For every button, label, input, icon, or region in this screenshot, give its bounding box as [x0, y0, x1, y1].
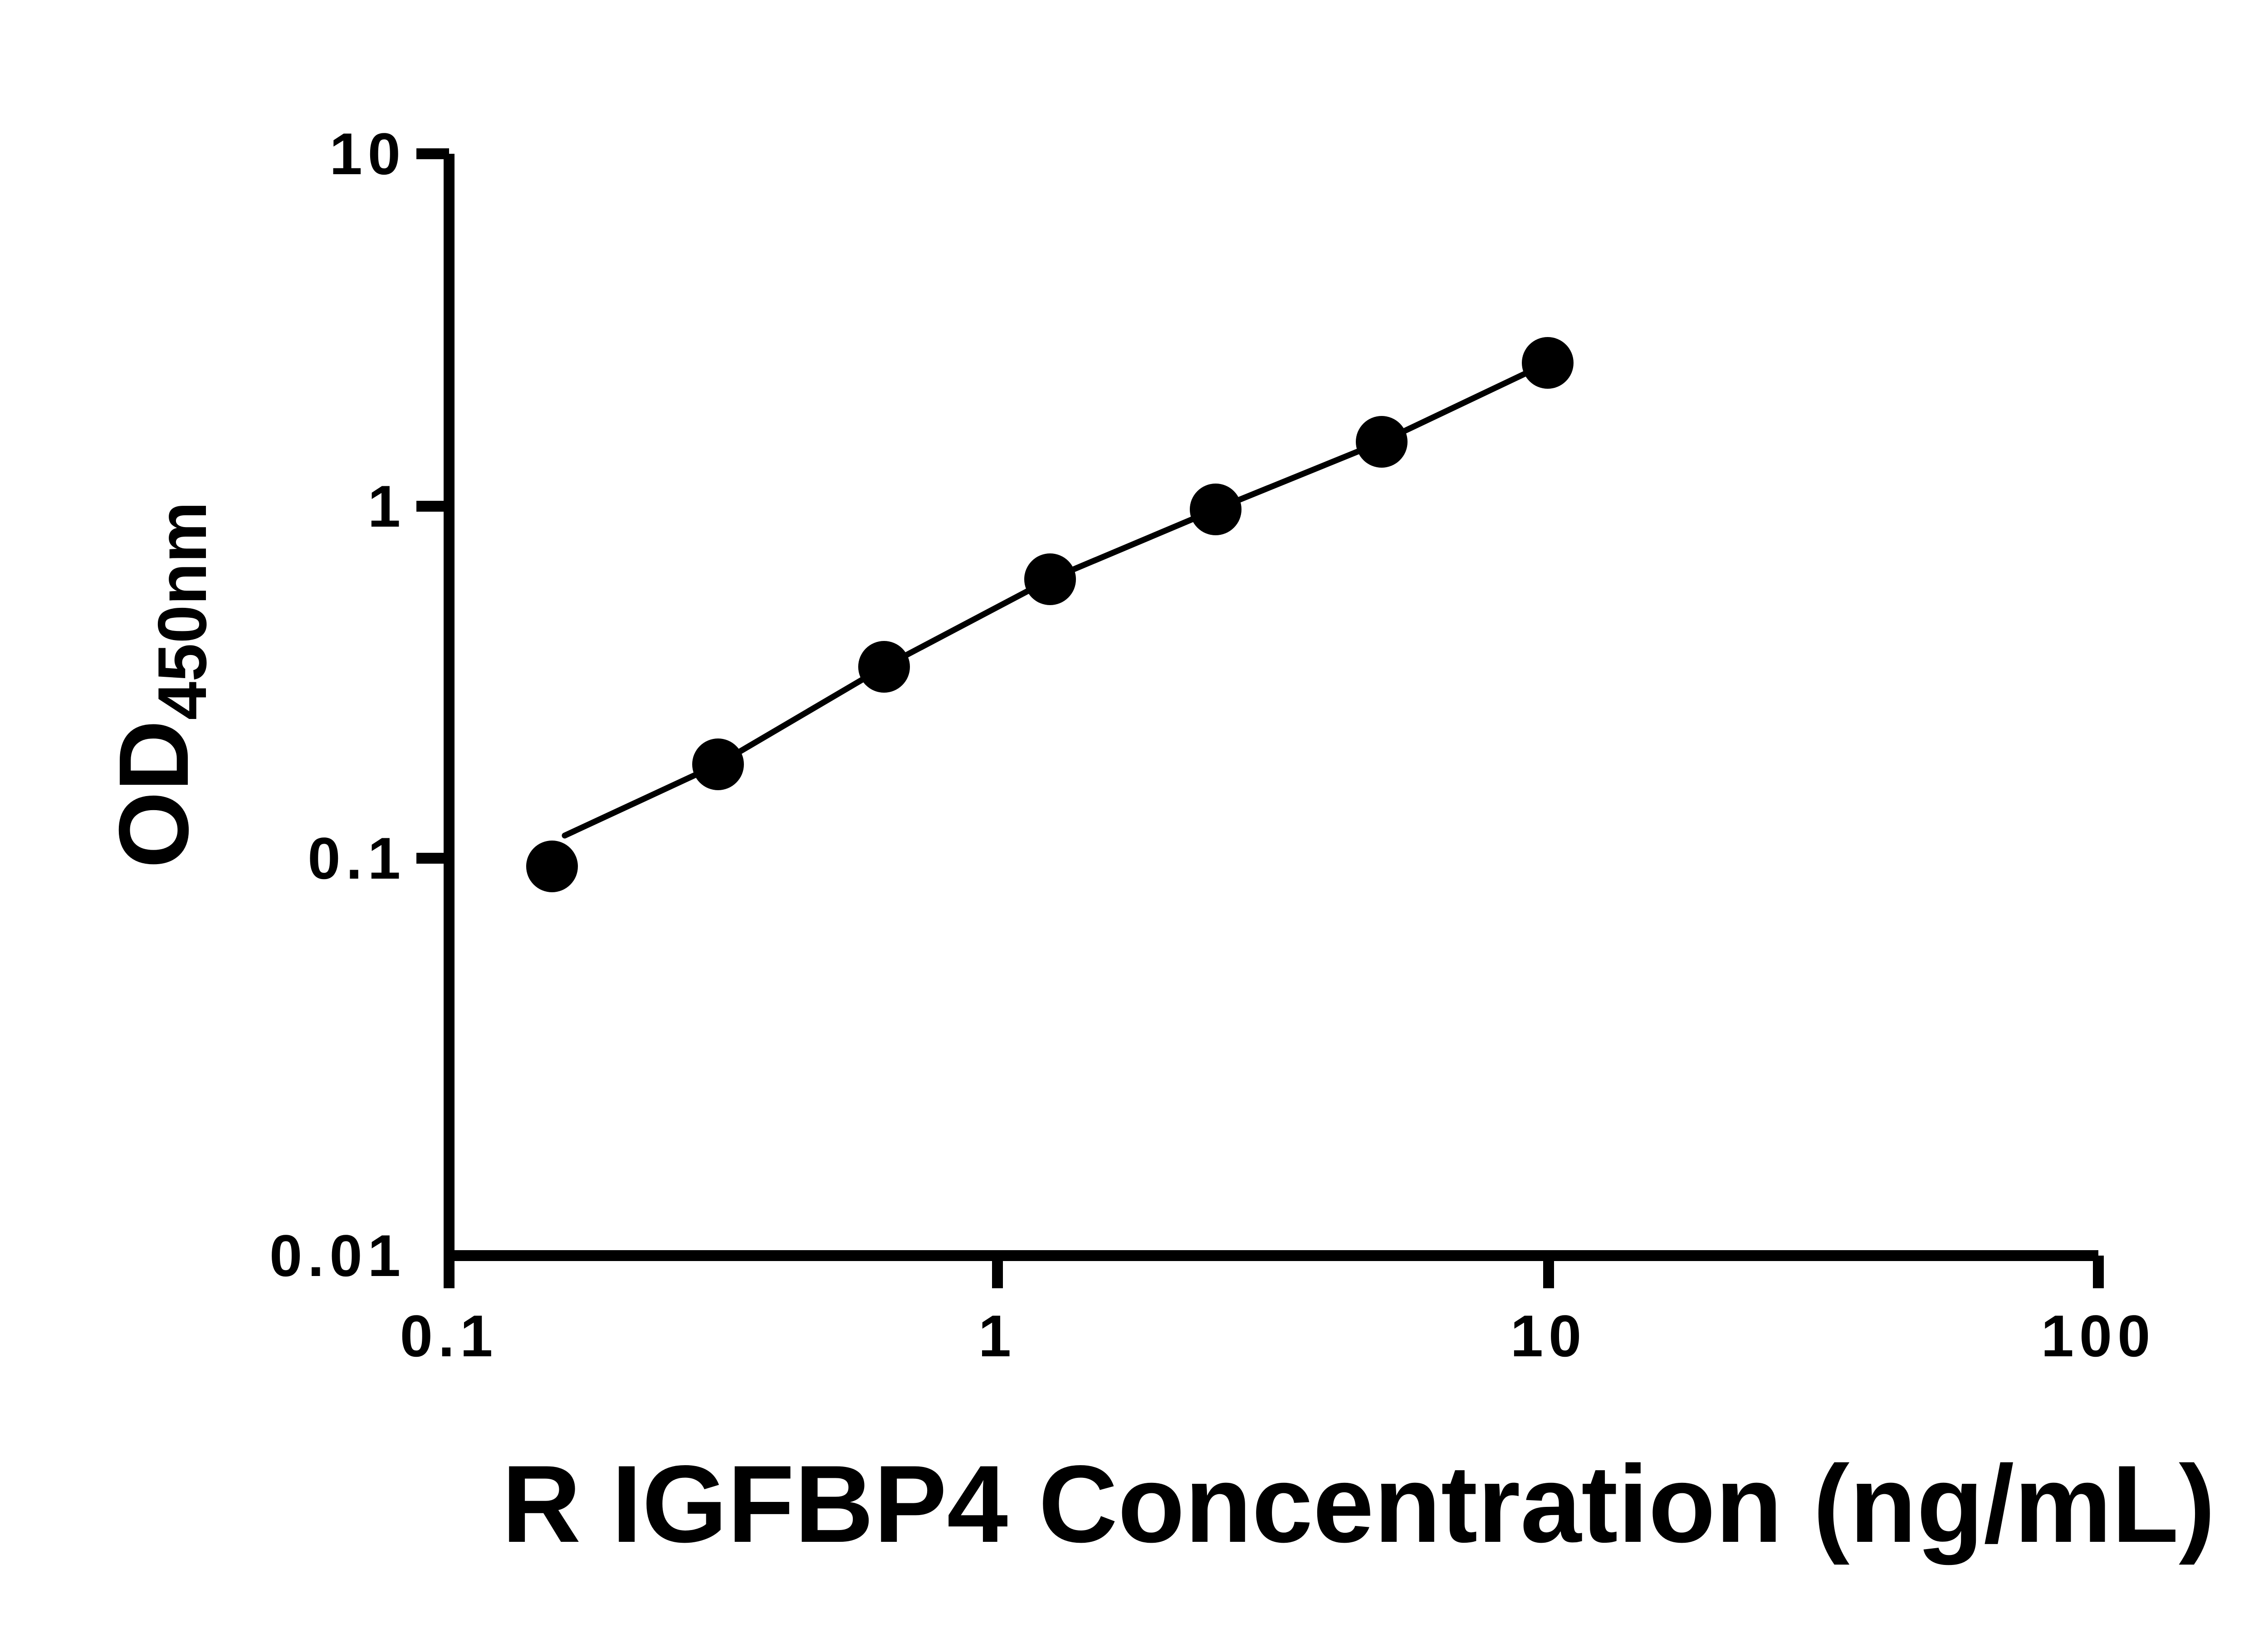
svg-text:0.1: 0.1: [400, 1303, 499, 1369]
svg-text:1: 1: [978, 1303, 1017, 1369]
svg-text:0.1: 0.1: [308, 825, 406, 891]
svg-text:0.01: 0.01: [269, 1222, 406, 1289]
svg-text:R IGFBP4 Concentration (ng/mL): R IGFBP4 Concentration (ng/mL): [502, 1443, 2215, 1565]
svg-text:10: 10: [329, 121, 406, 187]
svg-text:10: 10: [1510, 1303, 1587, 1369]
svg-text:100: 100: [2041, 1303, 2156, 1369]
svg-text:1: 1: [368, 473, 406, 539]
